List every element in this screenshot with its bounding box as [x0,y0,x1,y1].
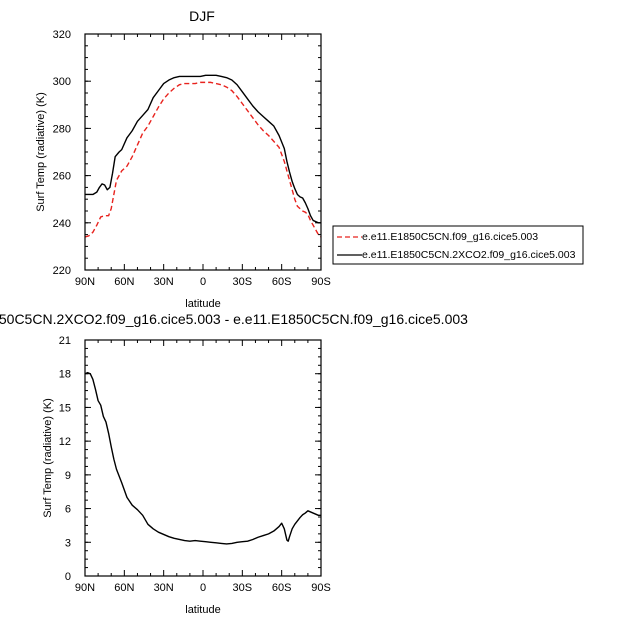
y-tick-label: 300 [53,76,71,88]
x-tick-label: 60S [272,582,292,594]
y-tick-label: 21 [59,335,71,347]
y-tick-label: 6 [65,504,71,516]
series-line-0 [84,371,321,545]
bottom-chart: e.e11.E1850C5CN.2XCO2.f09_g16.cice5.003 … [0,311,468,616]
x-tick-label: 60S [272,276,292,288]
y-tick-label: 9 [65,470,71,482]
top-chart: DJF 90N 60N 30N 0 30S 60S 90S 220 240 260 280 300 32… [35,8,584,310]
y-tick-label: 3 [65,537,71,549]
x-tick-label: 60N [114,582,134,594]
bottom-chart-title: e.e11.E1850C5CN.2XCO2.f09_g16.cice5.003 … [0,311,468,327]
top-chart-lines [84,74,322,238]
y-tick-label: 280 [53,123,71,135]
top-chart-ticks: 90N 60N 30N 0 30S 60S 90S 220 240 260 280 300 320 [53,29,331,288]
top-chart-legend: e.e11.E1850C5CN.f09_g16.cice5.003 e.e11.… [332,225,584,265]
x-tick-label: 30S [233,276,253,288]
x-tick-label: 60N [114,276,134,288]
y-tick-label: 320 [53,29,71,41]
y-tick-label: 240 [53,218,71,230]
y-tick-label: 260 [53,171,71,183]
x-tick-label: 90S [311,582,331,594]
legend-label-control: e.e11.E1850C5CN.f09_g16.cice5.003 [362,231,538,243]
bottom-chart-ylabel: Surf Temp (radiative) (K) [42,398,54,518]
series-line-1 [85,74,321,224]
y-tick-label: 18 [59,369,71,381]
y-tick-label: 12 [59,436,71,448]
x-tick-label: 30N [154,276,174,288]
bottom-chart-xlabel: latitude [185,604,220,616]
x-tick-label: 90N [75,276,95,288]
y-tick-label: 220 [53,265,71,277]
bottom-chart-lines [84,371,321,545]
top-chart-title: DJF [189,8,215,24]
top-chart-xlabel: latitude [185,298,220,310]
y-tick-label: 15 [59,402,71,414]
x-tick-label: 90S [311,276,331,288]
bottom-chart-ticks: 90N 60N 30N 0 30S 60S 90S 0 3 6 9 12 15 18 21 [59,335,331,594]
top-chart-ylabel: Surf Temp (radiative) (K) [35,92,47,212]
x-tick-label: 30S [233,582,253,594]
y-tick-label: 0 [65,571,71,583]
x-tick-label: 0 [200,276,206,288]
series-line-0 [84,81,322,238]
legend-label-2xco2: e.e11.E1850C5CN.2XCO2.f09_g16.cice5.003 [362,249,576,261]
x-tick-label: 90N [75,582,95,594]
x-tick-label: 30N [154,582,174,594]
top-chart-frame [84,33,322,271]
x-tick-label: 0 [200,582,206,594]
legend-box [332,225,584,265]
bottom-chart-frame [84,339,322,577]
